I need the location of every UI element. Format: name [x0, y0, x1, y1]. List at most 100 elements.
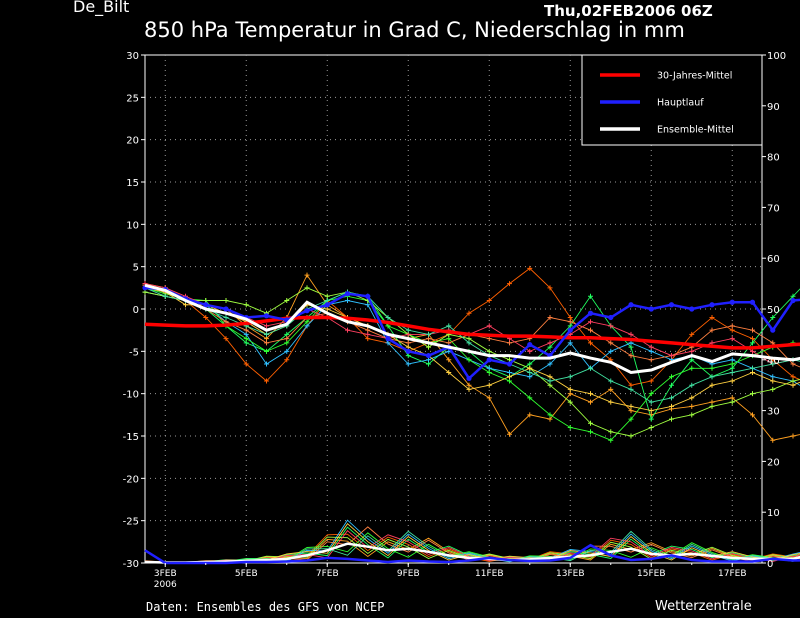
- ensemble-member-marker: [750, 391, 755, 397]
- y-right-tick-label: 20: [767, 457, 780, 468]
- ensemble-member-marker: [729, 361, 735, 367]
- ensemble-member-marker: [486, 365, 492, 371]
- ensemble-member-marker: [750, 370, 755, 375]
- ensemble-member-marker: [547, 412, 553, 418]
- ensemble-member-marker: [547, 416, 553, 422]
- ensemble-member-marker: [304, 272, 310, 278]
- y-right-tick-label: 60: [767, 254, 780, 265]
- main-run-marker: [749, 299, 756, 305]
- ensemble-member-marker: [264, 323, 269, 329]
- ensemble-member-marker: [486, 382, 492, 388]
- main-run-marker: [344, 291, 351, 297]
- ensemble-member-marker: [628, 408, 634, 414]
- ensemble-member-marker: [608, 378, 614, 384]
- main-run-marker: [365, 293, 371, 299]
- ensemble-member-marker: [486, 395, 492, 401]
- y-left-tick-label: 15: [126, 178, 139, 189]
- ensemble-member-marker: [527, 370, 533, 375]
- ensemble-member-marker: [729, 357, 735, 363]
- ensemble-member-line: [144, 287, 800, 441]
- ensemble-member-marker: [304, 323, 310, 329]
- ensemble-member-marker: [365, 331, 371, 337]
- ensemble-mean-line: [144, 283, 800, 375]
- y-left-tick-label: -15: [123, 432, 139, 443]
- ensemble-member-marker: [628, 331, 634, 337]
- ensemble-member-marker: [588, 319, 593, 325]
- ensemble-member-marker: [608, 386, 614, 392]
- ensemble-member-marker: [709, 314, 715, 320]
- ensemble-member-marker: [426, 331, 431, 337]
- ensemble-member-marker: [729, 323, 735, 329]
- ensemble-member-marker: [648, 399, 654, 405]
- ensemble-member-marker: [689, 395, 695, 401]
- ensemble-member-marker: [790, 378, 796, 384]
- ensemble-member-marker: [628, 353, 634, 359]
- ensemble-member-marker: [770, 437, 776, 443]
- ensemble-member-marker: [264, 348, 269, 354]
- ensemble-member-marker: [446, 370, 452, 375]
- x-tick-label: 7FEB: [316, 569, 339, 579]
- main-run-marker: [405, 348, 411, 354]
- ensemble-member-marker: [729, 378, 735, 384]
- ensemble-member-marker: [750, 327, 755, 333]
- ensemble-member-marker: [648, 425, 654, 431]
- ensemble-member-marker: [608, 437, 614, 443]
- ensemble-member-marker: [466, 357, 472, 363]
- ensemble-member-marker: [770, 378, 776, 384]
- precip-main-run-line: [144, 543, 800, 565]
- axis-labels: 302520151050-5-10-15-20-25-3010090807060…: [123, 51, 786, 590]
- ensemble-member-marker: [770, 340, 776, 346]
- y-left-tick-label: -5: [129, 347, 139, 358]
- ensemble-member-marker: [486, 298, 492, 304]
- ensemble-member-marker: [608, 429, 614, 435]
- main-run-marker: [608, 314, 614, 321]
- ensemble-member-marker: [567, 319, 573, 325]
- ensemble-member-marker: [385, 314, 391, 320]
- ensemble-member-marker: [507, 281, 512, 287]
- ensemble-member-marker: [405, 331, 411, 337]
- ensemble-member-marker: [223, 314, 229, 320]
- ensemble-member-marker: [324, 293, 330, 299]
- y-left-tick-label: -10: [123, 390, 139, 401]
- ensemble-member-marker: [648, 344, 654, 350]
- ensemble-member-marker: [729, 327, 735, 333]
- ensemble-member-marker: [750, 412, 755, 418]
- main-run-marker: [709, 302, 715, 308]
- ensemble-member-marker: [709, 327, 715, 333]
- ensemble-member-marker: [709, 382, 715, 388]
- ensemble-member-marker: [446, 357, 452, 363]
- ensemble-member-marker: [183, 302, 188, 308]
- ensemble-member-marker: [790, 361, 796, 367]
- main-run-marker: [486, 357, 492, 363]
- ensemble-member-marker: [567, 314, 573, 320]
- ensemble-member-marker: [365, 336, 371, 342]
- ensemble-member-marker: [669, 416, 674, 422]
- ensemble-member-marker: [709, 340, 715, 346]
- ensemble-member-marker: [507, 370, 512, 375]
- main-run-marker: [668, 302, 675, 308]
- ensemble-member-line: [144, 283, 800, 365]
- ensemble-member-marker: [669, 395, 674, 401]
- ensemble-member-marker: [608, 323, 614, 329]
- data-source: Daten: Ensembles des GFS von NCEP: [146, 600, 385, 614]
- ensemble-member-marker: [689, 412, 695, 418]
- ensemble-member-marker: [446, 323, 452, 329]
- ensemble-member-marker: [648, 378, 654, 384]
- ensemble-member-line: [144, 267, 800, 386]
- ensemble-member-marker: [243, 361, 249, 367]
- ensemble-member-marker: [709, 399, 715, 405]
- ensemble-member-marker: [588, 429, 593, 435]
- ensemble-member-marker: [648, 416, 654, 422]
- ensemble-member-marker: [426, 344, 431, 350]
- ensemble-member-marker: [567, 425, 573, 431]
- model-run-time: Thu,02FEB2006 06Z: [544, 2, 713, 20]
- main-run-marker: [790, 297, 796, 304]
- ensemble-member-marker: [507, 340, 512, 346]
- ensemble-member-marker: [689, 382, 695, 388]
- y-left-tick-label: 20: [126, 136, 139, 147]
- main-run-marker: [203, 302, 209, 308]
- ensemble-member-marker: [264, 340, 269, 346]
- ensemble-member-marker: [243, 327, 249, 333]
- ensemble-member-marker: [709, 403, 715, 409]
- ensemble-member-marker: [486, 336, 492, 342]
